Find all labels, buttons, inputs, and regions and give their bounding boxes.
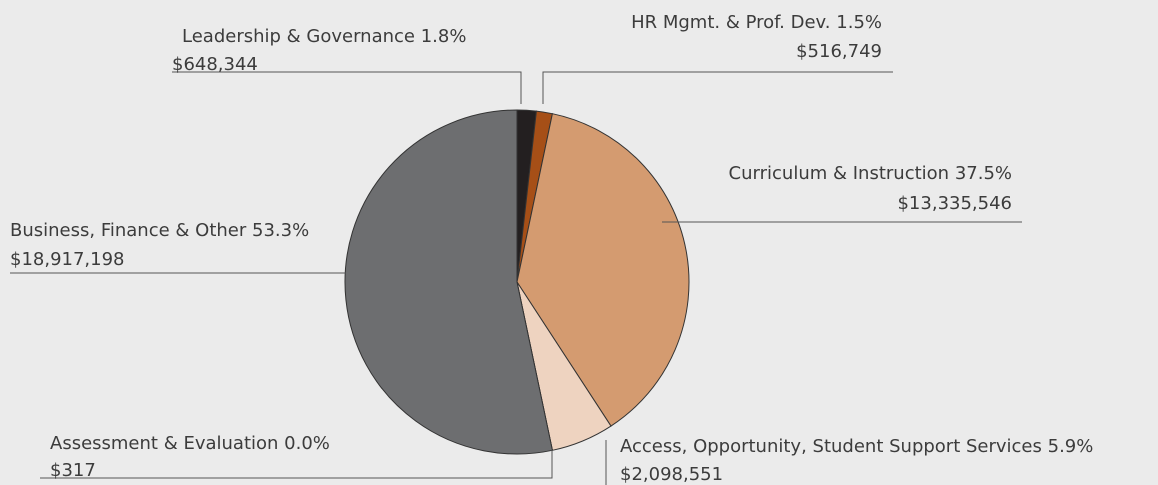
amount-label: $317 [50, 460, 96, 481]
pie [344, 109, 690, 455]
leader-line [172, 71, 522, 104]
slice-label: HR Mgmt. & Prof. Dev. 1.5% [631, 12, 882, 33]
amount-label: $516,749 [796, 41, 882, 62]
slice-label: Access, Opportunity, Student Support Ser… [620, 436, 1093, 457]
amount-label: $13,335,546 [897, 193, 1012, 214]
slice-label: Curriculum & Instruction 37.5% [729, 163, 1012, 184]
slice-label: Business, Finance & Other 53.3% [10, 220, 309, 241]
pie-slice [344, 109, 554, 455]
slice-label: Assessment & Evaluation 0.0% [50, 433, 330, 454]
slice-label: Leadership & Governance 1.8% [182, 26, 466, 47]
leader-line [40, 450, 553, 479]
amount-label: $18,917,198 [10, 249, 125, 270]
amount-label: $648,344 [172, 54, 258, 75]
leader-line [542, 71, 893, 104]
amount-label: $2,098,551 [620, 464, 723, 485]
pie-slice [516, 113, 690, 427]
